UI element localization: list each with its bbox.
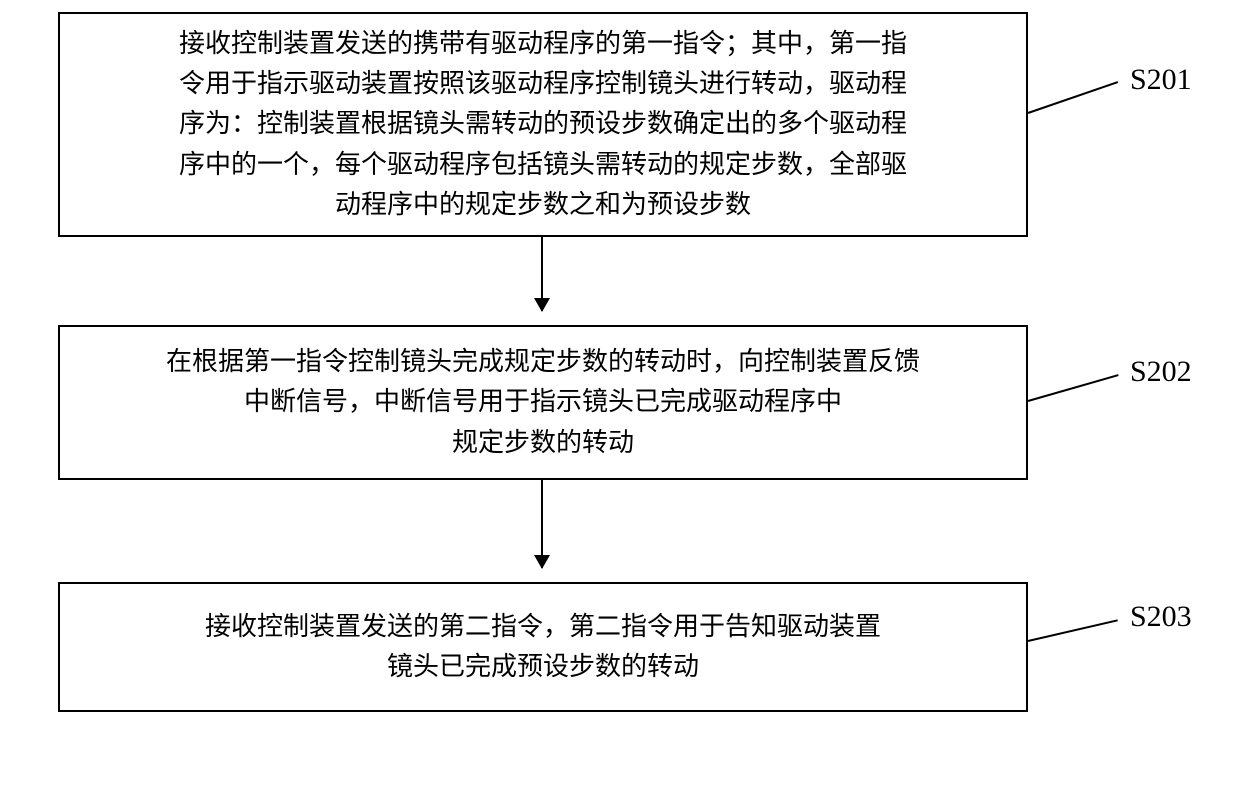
step-label-s202: S202 <box>1130 355 1192 389</box>
step-text-s202: 在根据第一指令控制镜头完成规定步数的转动时，向控制装置反馈 中断信号，中断信号用… <box>166 342 920 463</box>
step-box-s203: 接收控制装置发送的第二指令，第二指令用于告知驱动装置 镜头已完成预设步数的转动 <box>58 582 1028 712</box>
arrow-s201-s202 <box>541 237 543 311</box>
step-text-s201: 接收控制装置发送的携带有驱动程序的第一指令；其中，第一指 令用于指示驱动装置按照… <box>179 24 907 225</box>
flowchart-canvas: 接收控制装置发送的携带有驱动程序的第一指令；其中，第一指 令用于指示驱动装置按照… <box>0 0 1240 790</box>
leader-s203 <box>1028 619 1118 642</box>
step-text-s203: 接收控制装置发送的第二指令，第二指令用于告知驱动装置 镜头已完成预设步数的转动 <box>205 607 881 688</box>
arrow-s202-s203 <box>541 480 543 568</box>
step-box-s202: 在根据第一指令控制镜头完成规定步数的转动时，向控制装置反馈 中断信号，中断信号用… <box>58 325 1028 480</box>
step-label-s201: S201 <box>1130 63 1192 97</box>
leader-s202 <box>1028 374 1119 402</box>
leader-s201 <box>1028 81 1118 114</box>
step-box-s201: 接收控制装置发送的携带有驱动程序的第一指令；其中，第一指 令用于指示驱动装置按照… <box>58 12 1028 237</box>
step-label-s203: S203 <box>1130 600 1192 634</box>
